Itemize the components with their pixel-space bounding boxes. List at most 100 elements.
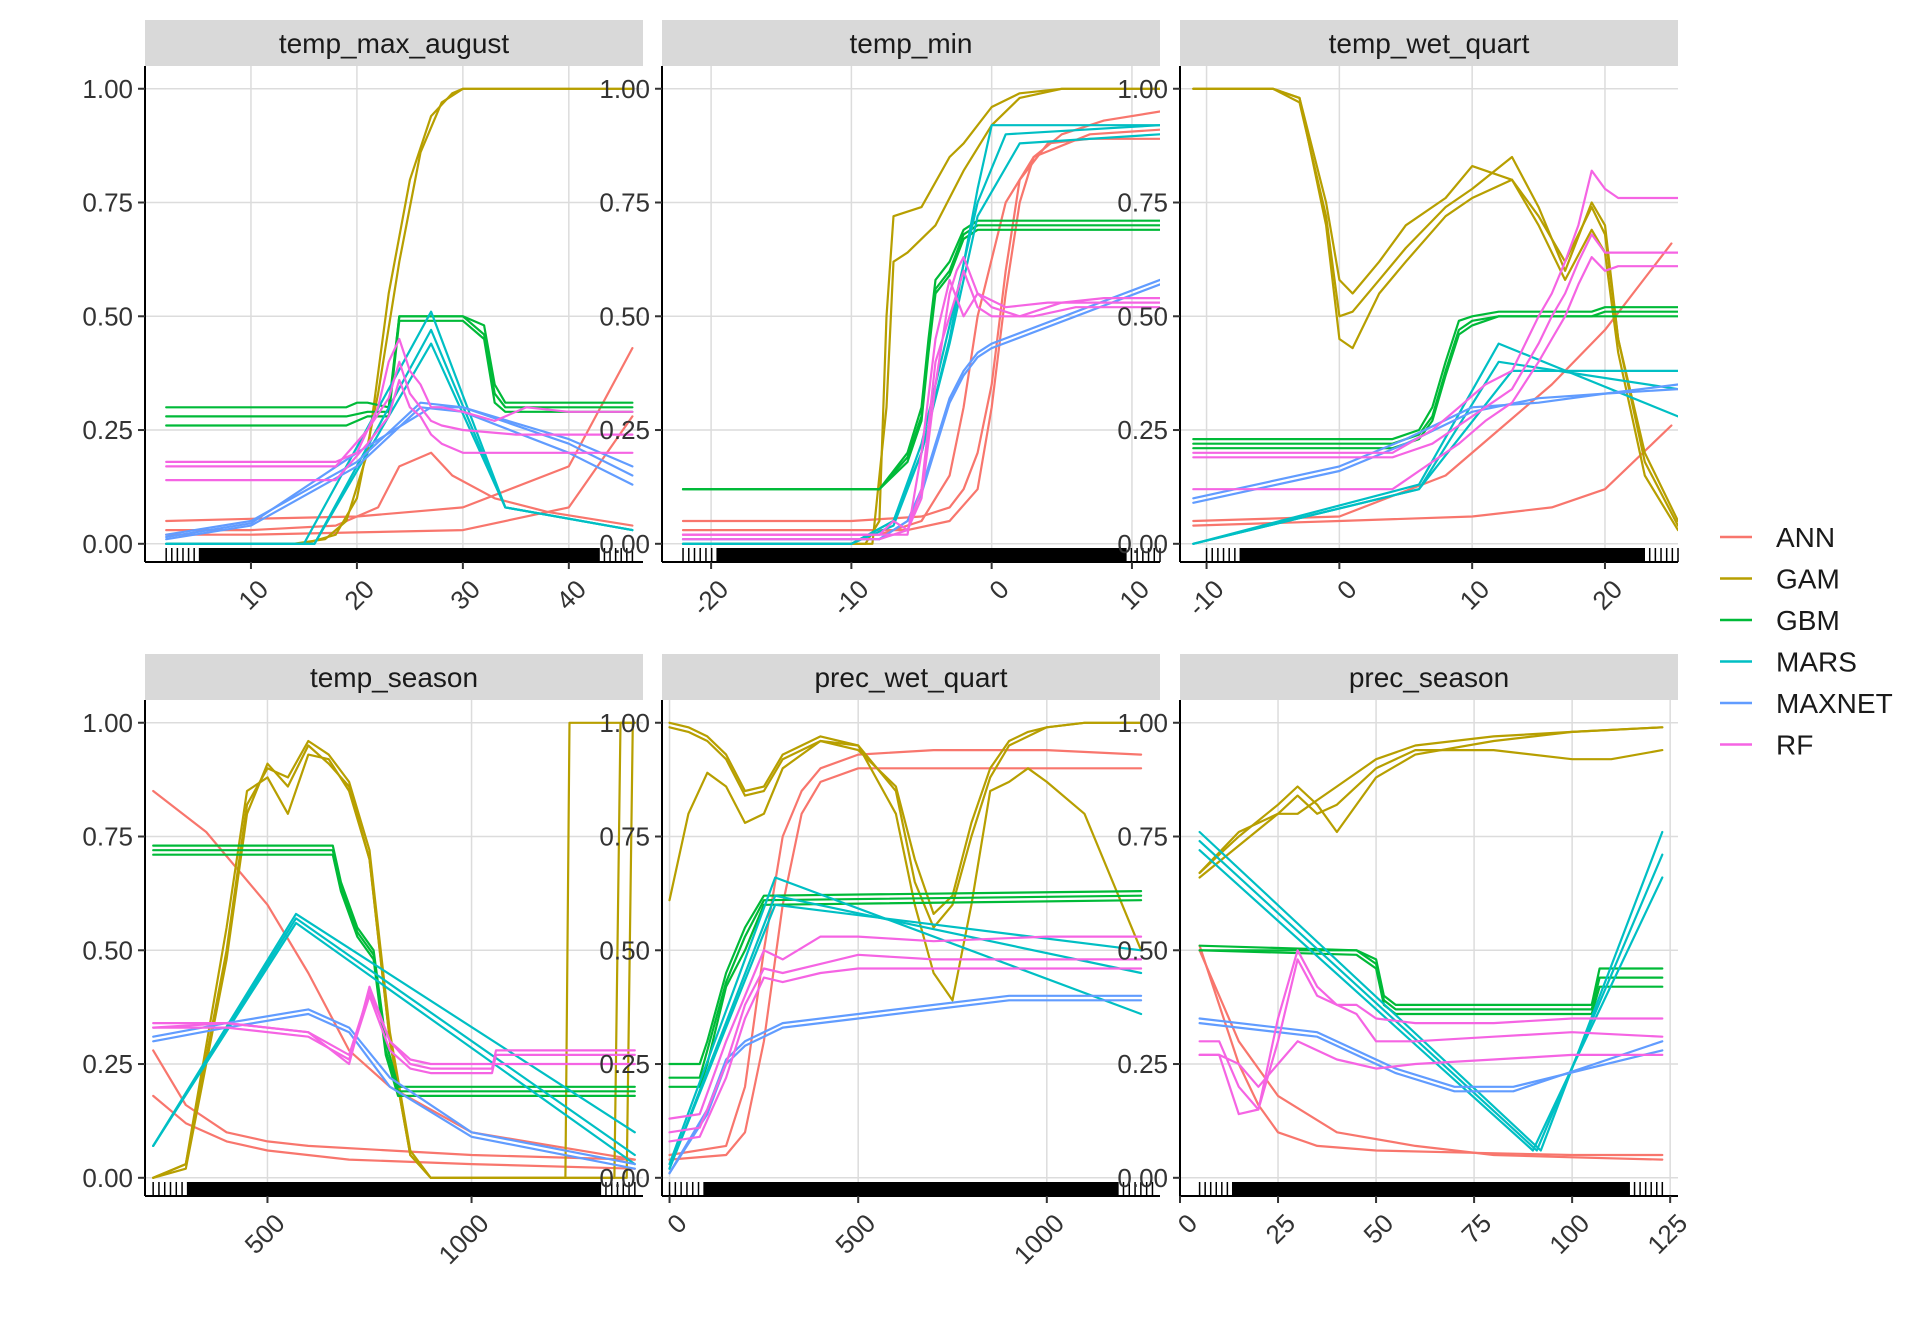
series-line-ann <box>152 1049 636 1161</box>
x-tick-label: -10 <box>827 574 875 622</box>
x-tick-label: 75 <box>1456 1208 1498 1250</box>
y-tick-label: 0.75 <box>1117 188 1168 218</box>
x-tick-label: 30 <box>444 574 486 616</box>
x-tick-label: 10 <box>1454 574 1496 616</box>
series-line-maxnet <box>668 999 1143 1175</box>
series-line-ann <box>1198 949 1664 1161</box>
panel-temp_max_august: temp_max_august 0.00 0.25 0.50 0.75 1.00 10 20 3… <box>82 20 643 616</box>
series-line-rf <box>152 990 636 1070</box>
series-line-gam <box>152 721 636 1179</box>
facet-title: temp_season <box>310 662 478 693</box>
legend-item-rf: RF <box>1720 730 1813 761</box>
series-line-maxnet <box>165 401 634 536</box>
series-line-gam <box>681 87 1160 545</box>
series-group <box>681 87 1160 545</box>
panel-prec_season: prec_season 0.00 0.25 0.50 0.75 1.00 0 25 50 75 10… <box>1117 654 1693 1260</box>
y-tick-label: 0.00 <box>599 1163 650 1193</box>
series-line-gbm <box>152 853 636 1097</box>
series-line-ann <box>681 110 1160 532</box>
facet-strip <box>1180 654 1678 700</box>
series-line-ann <box>165 415 634 536</box>
legend-label: MAXNET <box>1776 688 1893 719</box>
series-line-maxnet <box>1192 383 1678 500</box>
rug-band <box>703 1182 1119 1196</box>
series-line-mars <box>1198 830 1664 1152</box>
y-tick-label: 0.00 <box>1117 1163 1168 1193</box>
series-line-gbm <box>668 899 1143 1088</box>
y-tick-label: 0.25 <box>599 415 650 445</box>
series-line-maxnet <box>681 283 1160 541</box>
series-group <box>1198 726 1664 1161</box>
series-line-rf <box>165 360 634 468</box>
panel-temp_min: temp_min 0.00 0.25 0.50 0.75 1.00 -20 -10 0 10 <box>599 20 1161 622</box>
y-tick-label: 0.25 <box>1117 415 1168 445</box>
x-tick-label: 500 <box>829 1208 881 1260</box>
series-line-mars <box>668 903 1143 1170</box>
series-line-gam <box>1198 726 1664 874</box>
series-line-ann <box>681 128 1160 536</box>
y-tick-label: 0.25 <box>1117 1049 1168 1079</box>
x-tick-label: -20 <box>686 574 734 622</box>
series-line-rf <box>681 256 1160 536</box>
y-tick-label: 0.50 <box>82 935 133 965</box>
panel-temp_wet_quart: temp_wet_quart 0.00 0.25 0.50 0.75 1.00 -10 0 10… <box>1117 20 1679 622</box>
panels-layer: temp_max_august 0.00 0.25 0.50 0.75 1.00 10 20 3… <box>82 20 1693 1270</box>
x-tick-label: 50 <box>1358 1208 1400 1250</box>
series-line-gam <box>668 721 1143 929</box>
series-group <box>668 721 1143 1175</box>
series-group <box>1192 87 1678 545</box>
series-line-ann <box>152 1094 636 1170</box>
x-tick-label: 1000 <box>433 1208 495 1270</box>
series-line-maxnet <box>1198 1022 1664 1093</box>
legend-label: RF <box>1776 730 1813 761</box>
series-line-gbm <box>668 894 1143 1079</box>
y-tick-label: 1.00 <box>1117 74 1168 104</box>
series-line-ann <box>1192 242 1673 523</box>
series-line-gbm <box>668 890 1143 1066</box>
x-tick-label: 100 <box>1543 1208 1595 1260</box>
rug-band <box>1239 548 1645 562</box>
rug-band <box>1231 1182 1630 1196</box>
series-line-rf <box>1198 1040 1664 1088</box>
panel-temp_season: temp_season 0.00 0.25 0.50 0.75 1.00 500 1000 <box>82 654 643 1270</box>
series-line-gam <box>668 739 1143 1002</box>
y-tick-label: 0.75 <box>599 188 650 218</box>
series-line-rf <box>1192 256 1678 491</box>
series-line-mars <box>165 342 634 545</box>
x-tick-label: 25 <box>1259 1208 1301 1250</box>
facet-strip <box>662 654 1160 700</box>
series-line-gam <box>1192 87 1678 527</box>
y-tick-label: 0.00 <box>82 1163 133 1193</box>
rug-marks <box>682 548 1161 562</box>
series-line-ann <box>1192 424 1673 527</box>
legend-label: GAM <box>1776 564 1840 595</box>
x-tick-label: 500 <box>239 1208 291 1260</box>
facet-title: temp_min <box>850 28 973 59</box>
series-line-mars <box>668 894 1143 1170</box>
series-line-mars <box>152 921 636 1166</box>
y-tick-label: 1.00 <box>599 74 650 104</box>
series-line-ann <box>668 767 1143 1161</box>
x-tick-label: -10 <box>1182 574 1230 622</box>
series-line-gbm <box>1192 306 1678 441</box>
series-line-gam <box>668 721 1143 915</box>
series-line-ann <box>152 789 636 1161</box>
y-tick-label: 0.00 <box>82 529 133 559</box>
y-tick-label: 0.50 <box>1117 301 1168 331</box>
y-tick-label: 0.75 <box>82 822 133 852</box>
y-tick-label: 0.00 <box>599 529 650 559</box>
y-tick-label: 0.50 <box>82 301 133 331</box>
x-tick-label: 0 <box>1331 574 1362 605</box>
legend-item-mars: MARS <box>1720 647 1857 678</box>
x-tick-label: 0 <box>661 1208 692 1239</box>
series-line-ann <box>165 347 634 523</box>
series-line-ann <box>165 451 634 532</box>
y-tick-label: 0.25 <box>599 1049 650 1079</box>
facet-strip <box>1180 20 1678 66</box>
y-tick-label: 1.00 <box>1117 708 1168 738</box>
x-tick-label: 20 <box>1586 574 1628 616</box>
facet-title: prec_season <box>1349 662 1509 693</box>
series-line-rf <box>165 337 634 463</box>
y-tick-label: 0.75 <box>599 822 650 852</box>
y-tick-label: 0.50 <box>1117 935 1168 965</box>
